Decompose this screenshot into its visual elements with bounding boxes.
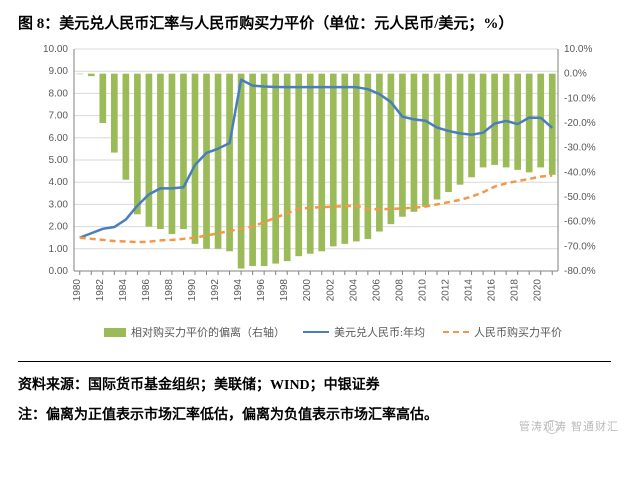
svg-text:8.00: 8.00 <box>49 88 69 99</box>
svg-text:1994: 1994 <box>233 279 244 302</box>
svg-text:-50.0%: -50.0% <box>564 192 596 203</box>
divider <box>18 361 611 362</box>
svg-text:10.0%: 10.0% <box>564 44 592 55</box>
svg-text:2020: 2020 <box>533 279 544 302</box>
source-line: 资料来源：国际货币基金组织；美联储；WIND；中银证券 <box>18 374 611 394</box>
svg-text:-80.0%: -80.0% <box>564 266 596 277</box>
svg-text:1992: 1992 <box>210 279 221 302</box>
svg-text:2000: 2000 <box>302 279 313 302</box>
svg-text:2010: 2010 <box>417 279 428 302</box>
note-prefix: 注： <box>18 408 46 423</box>
note-text: 偏离为正值表示市场汇率低估，偏离为负值表示市场汇率高估。 <box>46 408 438 423</box>
svg-text:1984: 1984 <box>118 279 129 302</box>
legend-item-line1: 美元兑人民币:年均 <box>303 324 425 340</box>
svg-text:6.00: 6.00 <box>49 133 69 144</box>
svg-text:2012: 2012 <box>441 279 452 302</box>
svg-text:1.00: 1.00 <box>49 244 69 255</box>
svg-text:-40.0%: -40.0% <box>564 167 596 178</box>
svg-text:9.00: 9.00 <box>49 66 69 77</box>
legend-item-bars: 相对购买力平价的偏离（右轴） <box>104 324 285 340</box>
swatch-bar-icon <box>104 328 126 337</box>
svg-text:-30.0%: -30.0% <box>564 143 596 154</box>
svg-text:2008: 2008 <box>394 279 405 302</box>
svg-text:-20.0%: -20.0% <box>564 118 596 129</box>
chart-svg: 0.00 1.00 2.00 3.00 4.00 5.00 6.00 7.00 8.00 9.00… <box>18 43 608 315</box>
svg-text:5.00: 5.00 <box>49 155 69 166</box>
svg-text:2002: 2002 <box>325 279 336 302</box>
chart-area: 0.00 1.00 2.00 3.00 4.00 5.00 6.00 7.00 8.00 9.00… <box>18 43 608 353</box>
svg-text:0.00: 0.00 <box>49 266 69 277</box>
swatch-dash-icon <box>443 331 469 333</box>
svg-text:2.00: 2.00 <box>49 222 69 233</box>
svg-text:2004: 2004 <box>348 279 359 302</box>
svg-text:1982: 1982 <box>95 279 106 302</box>
svg-text:3.00: 3.00 <box>49 199 69 210</box>
legend-label-line2: 人民币购买力平价 <box>474 324 562 340</box>
watermark-text: 管涛观涛 智通财汇 <box>519 418 619 434</box>
swatch-line-icon <box>303 331 329 333</box>
svg-text:-10.0%: -10.0% <box>564 93 596 104</box>
svg-text:-70.0%: -70.0% <box>564 241 596 252</box>
svg-text:1988: 1988 <box>164 279 175 302</box>
chart-title: 图 8：美元兑人民币汇率与人民币购买力平价（单位：元人民币/美元；%） <box>18 12 611 33</box>
svg-text:1980: 1980 <box>72 279 83 302</box>
svg-text:2006: 2006 <box>371 279 382 302</box>
svg-text:1990: 1990 <box>187 279 198 302</box>
svg-text:1986: 1986 <box>141 279 152 302</box>
svg-text:1998: 1998 <box>279 279 290 302</box>
legend-label-bars: 相对购买力平价的偏离（右轴） <box>131 324 285 340</box>
svg-text:0.0%: 0.0% <box>564 69 587 80</box>
legend-label-line1: 美元兑人民币:年均 <box>334 324 425 340</box>
svg-text:2018: 2018 <box>510 279 521 302</box>
svg-text:2014: 2014 <box>464 279 475 302</box>
svg-text:-60.0%: -60.0% <box>564 217 596 228</box>
svg-text:10.00: 10.00 <box>43 44 68 55</box>
svg-text:1996: 1996 <box>256 279 267 302</box>
svg-text:2016: 2016 <box>487 279 498 302</box>
svg-text:7.00: 7.00 <box>49 111 69 122</box>
legend-item-line2: 人民币购买力平价 <box>443 324 562 340</box>
legend: 相对购买力平价的偏离（右轴） 美元兑人民币:年均 人民币购买力平价 <box>18 320 608 342</box>
svg-text:4.00: 4.00 <box>49 177 69 188</box>
figure-container: 图 8：美元兑人民币汇率与人民币购买力平价（单位：元人民币/美元；%） 0.00… <box>0 0 629 436</box>
